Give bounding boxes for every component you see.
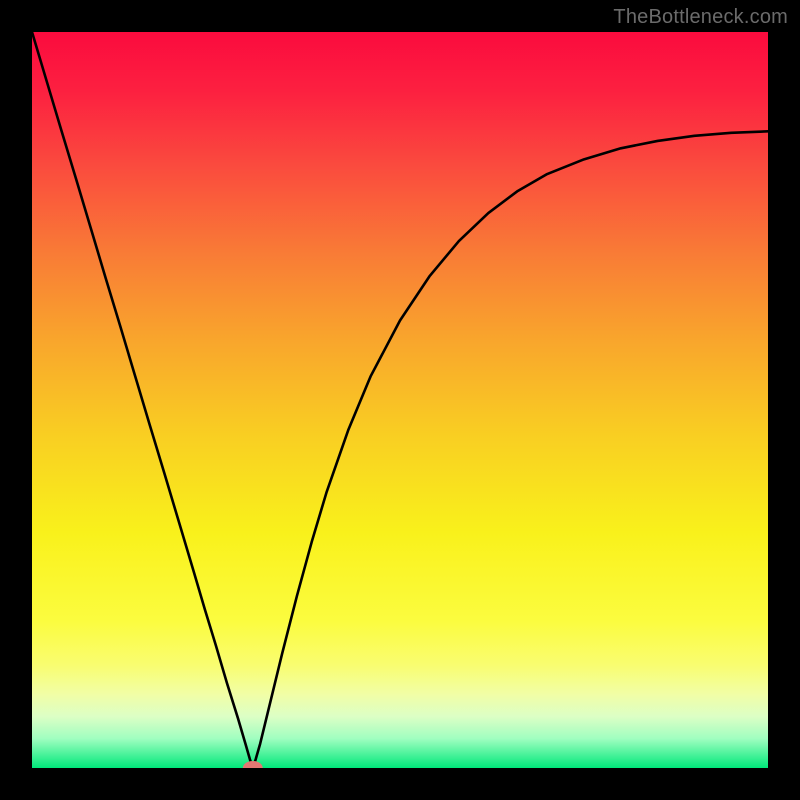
- attribution-text: TheBottleneck.com: [613, 6, 788, 29]
- bottleneck-curve: [32, 32, 768, 768]
- chart-frame: TheBottleneck.com: [0, 0, 800, 800]
- curve-svg: [32, 32, 768, 768]
- plot-area: [32, 32, 768, 768]
- min-marker: [243, 761, 263, 768]
